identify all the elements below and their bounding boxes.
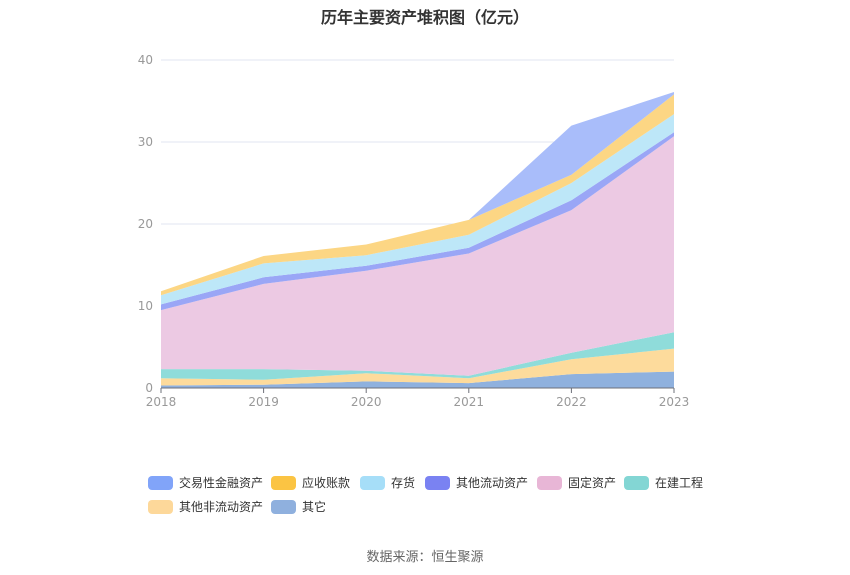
legend-item[interactable]: 应收账款 [271, 474, 350, 491]
area-series [161, 92, 674, 388]
area-series-2[interactable] [161, 332, 674, 380]
legend-label: 其它 [302, 500, 327, 514]
area-series-6[interactable] [161, 94, 674, 296]
legend-label: 在建工程 [655, 476, 704, 490]
x-tick-label: 2019 [248, 395, 279, 409]
legend-item[interactable]: 存货 [360, 474, 415, 491]
legend-label: 其他流动资产 [456, 476, 529, 490]
legend-swatch [148, 499, 173, 514]
legend-item[interactable]: 其他非流动资产 [148, 498, 263, 515]
axes: 0 10 20 30 40 2018 2019 2020 2021 2022 2023 [138, 53, 690, 409]
area-series-1[interactable] [161, 348, 674, 386]
legend-swatch [360, 475, 385, 490]
x-tick-label: 2023 [659, 395, 690, 409]
legend-swatch [271, 499, 296, 514]
area-series-5[interactable] [161, 114, 674, 305]
y-tick-label: 40 [138, 53, 153, 67]
x-tick-label: 2021 [454, 395, 485, 409]
data-source: 数据来源：恒生聚源 [366, 550, 484, 565]
chart-title: 历年主要资产堆积图（亿元） [320, 8, 529, 27]
area-series-3[interactable] [161, 136, 674, 376]
legend-item[interactable]: 其它 [271, 498, 326, 515]
legend-label: 交易性金融资产 [179, 476, 264, 490]
legend-swatch [148, 475, 173, 490]
legend-item[interactable]: 固定资产 [537, 474, 616, 491]
legend-swatch [624, 475, 649, 490]
legend-label: 存货 [391, 476, 416, 490]
area-series-7[interactable] [161, 92, 674, 292]
legend-swatch [271, 475, 296, 490]
legend-label: 应收账款 [302, 476, 351, 490]
legend-swatch [537, 475, 562, 490]
legend-item[interactable]: 在建工程 [624, 474, 703, 491]
legend-item[interactable]: 其他流动资产 [425, 474, 528, 491]
legend-item[interactable]: 交易性金融资产 [148, 474, 263, 491]
y-tick-label: 30 [138, 135, 153, 149]
legend-label: 其他非流动资产 [179, 500, 264, 514]
y-tick-label: 20 [138, 217, 153, 231]
area-series-4[interactable] [161, 132, 674, 311]
x-tick-label: 2022 [556, 395, 587, 409]
legend-swatch [425, 475, 450, 490]
y-tick-label: 10 [138, 299, 153, 313]
y-tick-label: 0 [145, 381, 153, 395]
x-tick-label: 2018 [146, 395, 177, 409]
legend-label: 固定资产 [568, 476, 617, 490]
area-series-0[interactable] [161, 371, 674, 388]
x-tick-label: 2020 [351, 395, 382, 409]
